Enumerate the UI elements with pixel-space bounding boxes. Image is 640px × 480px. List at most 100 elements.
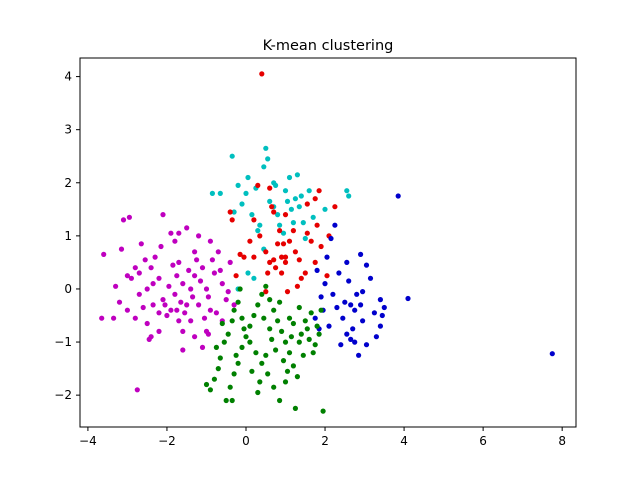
data-point	[294, 172, 300, 178]
data-point	[344, 259, 350, 265]
data-point	[267, 259, 273, 265]
data-point	[340, 315, 346, 321]
data-point	[296, 204, 302, 210]
data-point	[251, 275, 257, 281]
data-point	[227, 209, 233, 215]
data-point	[237, 251, 243, 257]
data-point	[360, 318, 366, 324]
data-point	[229, 318, 235, 324]
data-point	[207, 307, 213, 313]
y-tick-label: 0	[64, 282, 72, 296]
data-point	[302, 318, 308, 324]
data-point	[316, 188, 322, 194]
data-point	[199, 344, 206, 350]
data-point	[290, 320, 296, 327]
data-point	[257, 379, 263, 385]
data-point	[316, 331, 322, 337]
data-point	[395, 193, 401, 199]
y-tick-label: 1	[64, 229, 72, 243]
data-point	[259, 291, 265, 297]
data-point	[160, 212, 166, 218]
data-point	[255, 228, 261, 234]
data-point	[273, 265, 279, 271]
data-point	[217, 190, 223, 196]
data-point	[304, 326, 310, 332]
data-point	[348, 336, 354, 342]
data-point	[99, 315, 105, 321]
data-point	[219, 281, 225, 287]
data-point	[213, 344, 219, 350]
data-point	[249, 212, 255, 218]
data-point	[120, 217, 127, 223]
data-point	[162, 302, 168, 308]
data-point	[172, 238, 178, 244]
data-point	[405, 295, 411, 302]
data-point	[282, 339, 289, 345]
data-point	[360, 289, 366, 295]
data-point	[265, 156, 271, 162]
x-tick-label: −2	[158, 434, 176, 448]
data-point	[111, 315, 117, 321]
data-point	[205, 331, 211, 337]
data-point	[265, 270, 271, 276]
data-point	[241, 326, 247, 332]
data-point	[229, 217, 235, 223]
data-point	[174, 273, 180, 279]
data-point	[275, 241, 281, 247]
data-point	[180, 347, 186, 353]
data-point	[124, 273, 130, 279]
data-point	[247, 323, 253, 329]
data-point	[263, 352, 269, 358]
data-point	[273, 347, 279, 353]
data-point	[308, 310, 314, 316]
data-point	[280, 241, 287, 247]
data-point	[217, 267, 223, 273]
data-point	[209, 190, 215, 196]
data-point	[318, 243, 324, 250]
data-point	[176, 259, 182, 265]
data-point	[113, 283, 119, 289]
x-tick-label: −4	[79, 434, 97, 448]
data-point	[271, 384, 277, 390]
data-point	[150, 302, 156, 308]
data-point	[352, 307, 358, 313]
data-point	[231, 307, 237, 313]
data-point	[235, 299, 241, 305]
x-tick-label: 4	[400, 434, 408, 448]
data-point	[304, 230, 310, 236]
x-tick-label: 2	[321, 434, 329, 448]
data-point	[209, 257, 215, 263]
data-point	[282, 254, 289, 260]
data-point	[253, 350, 259, 356]
data-point	[298, 331, 304, 337]
data-point	[203, 381, 210, 388]
data-point	[180, 281, 186, 287]
data-point	[229, 397, 235, 404]
data-point	[290, 363, 296, 369]
data-point	[348, 302, 354, 308]
data-point	[136, 291, 142, 297]
y-tick-label: −1	[54, 335, 72, 349]
data-point	[259, 360, 265, 366]
data-point	[170, 262, 176, 268]
data-point	[277, 397, 283, 404]
data-point	[251, 254, 257, 260]
data-point	[314, 267, 320, 273]
data-point	[277, 222, 283, 228]
data-point	[146, 336, 152, 342]
data-point	[259, 71, 265, 77]
data-point	[275, 212, 281, 218]
data-point	[324, 273, 330, 279]
data-point	[267, 185, 273, 191]
data-point	[231, 371, 237, 377]
data-point	[207, 387, 213, 393]
data-point	[225, 331, 231, 337]
data-point	[192, 273, 198, 279]
data-point	[312, 342, 318, 348]
data-point	[290, 220, 296, 226]
data-point	[128, 275, 134, 281]
data-point	[280, 230, 287, 236]
data-point	[350, 326, 356, 332]
data-point	[205, 294, 211, 300]
